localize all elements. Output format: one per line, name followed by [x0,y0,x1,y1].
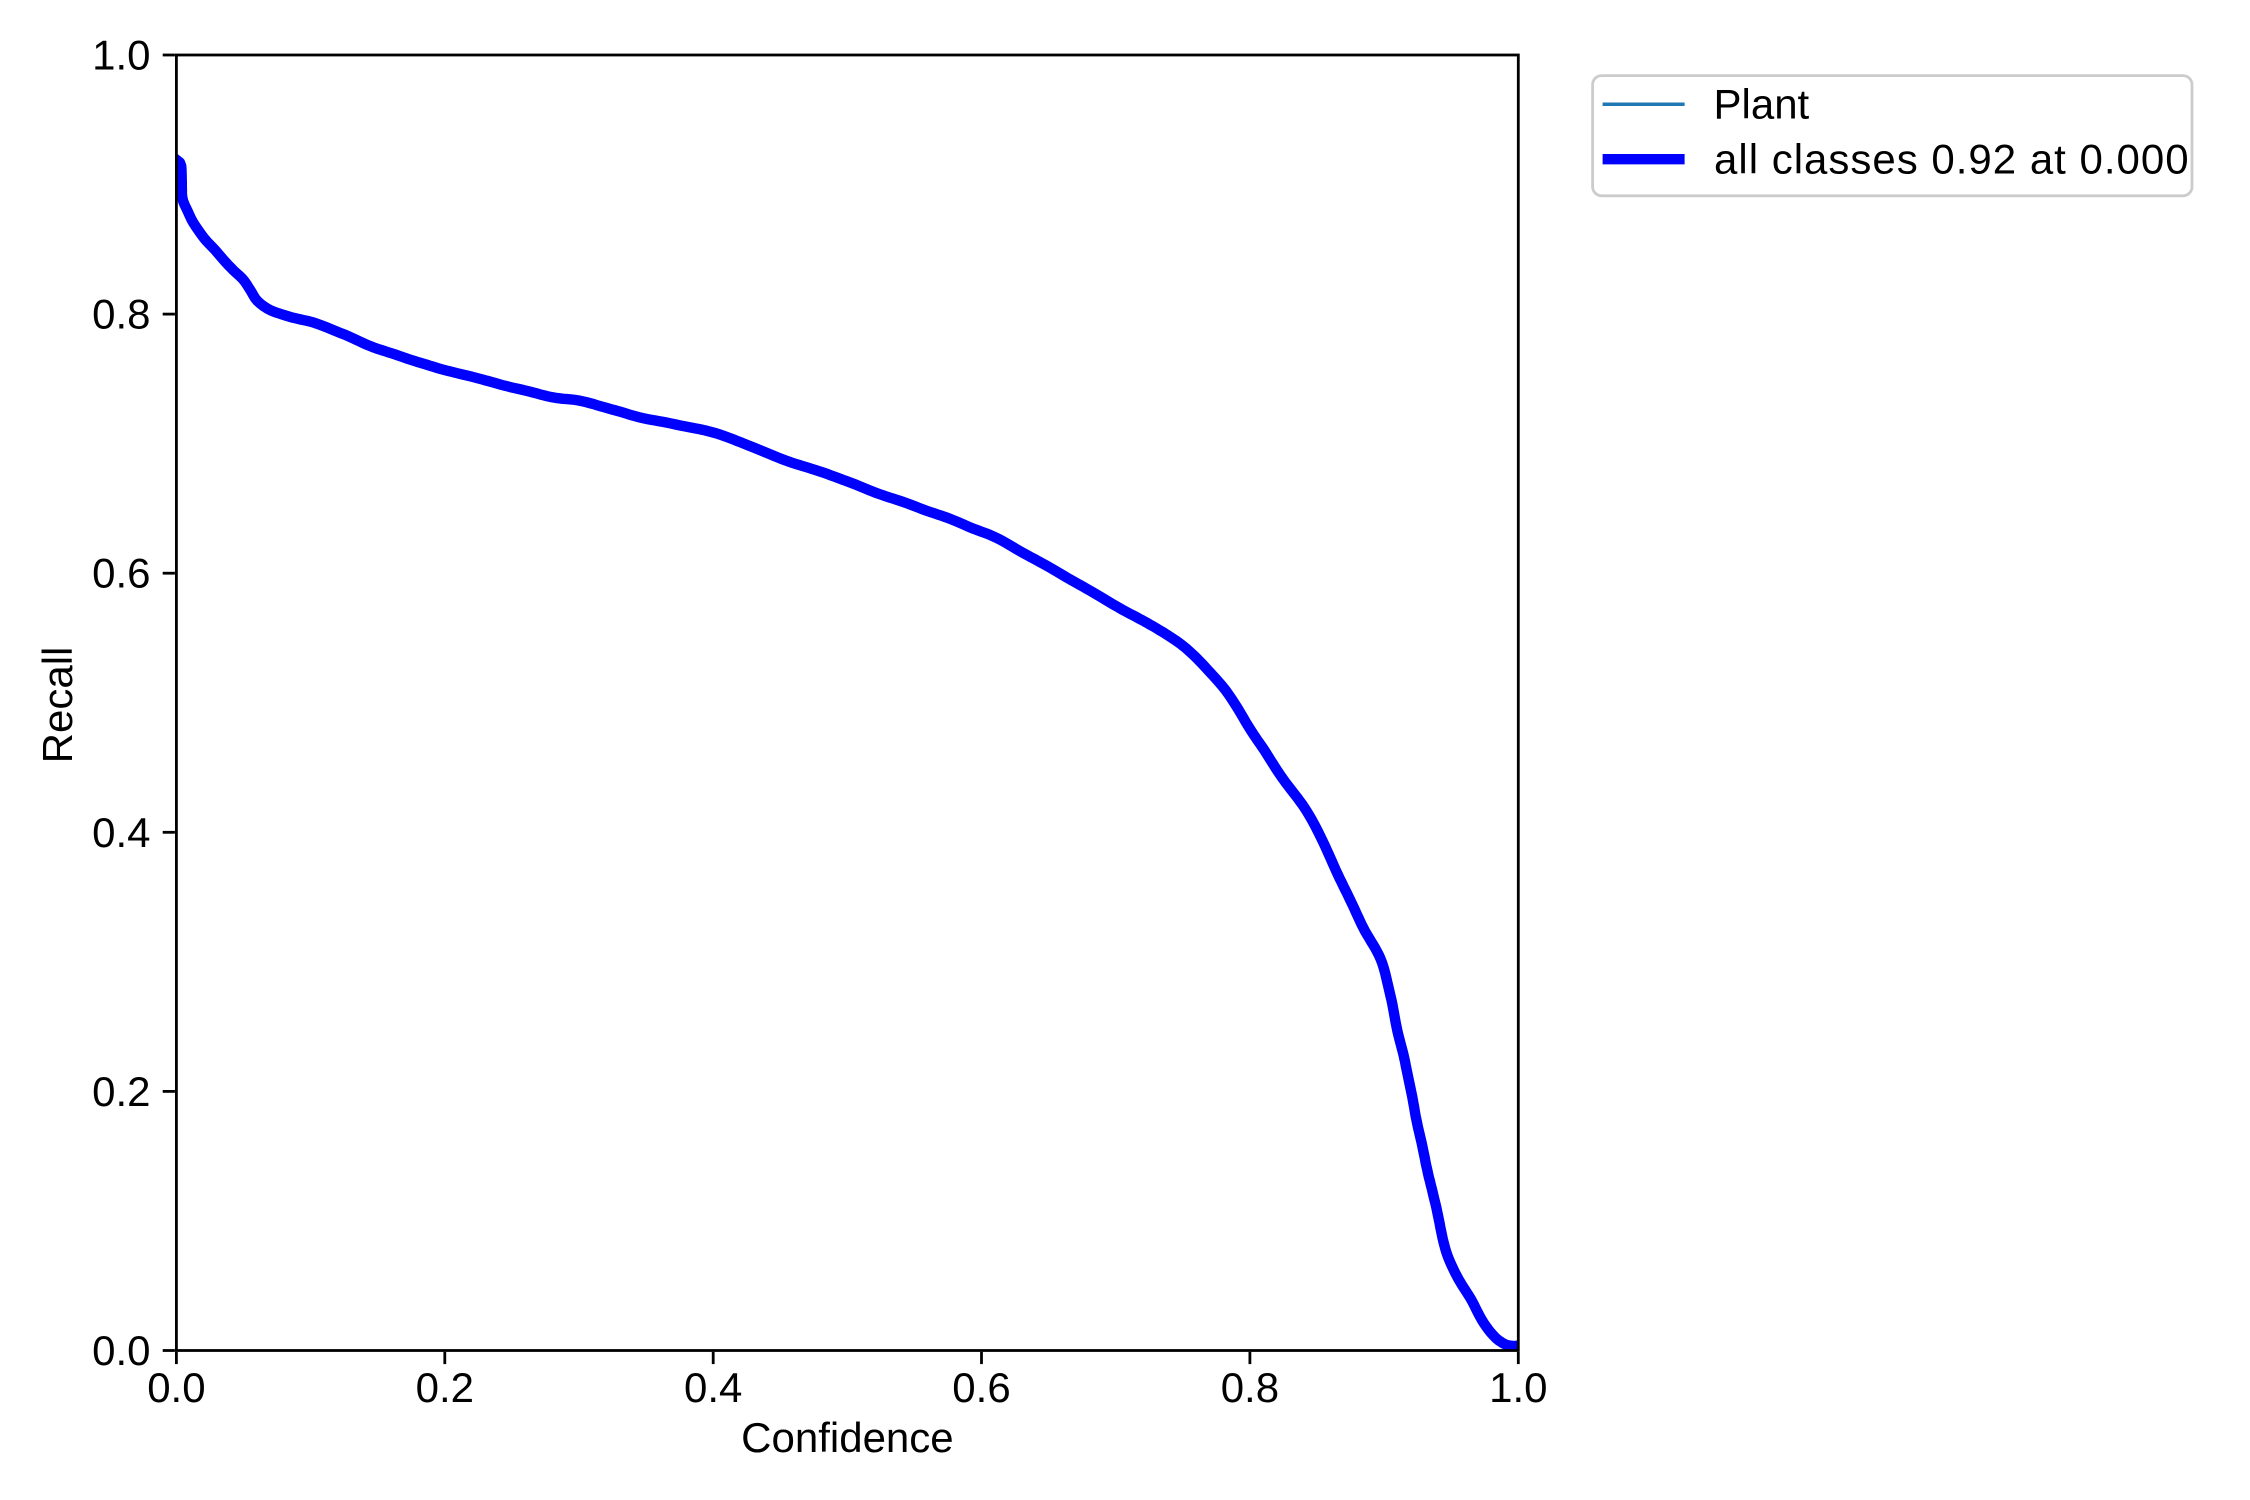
svg-text:0.8: 0.8 [1221,1364,1279,1411]
svg-text:1.0: 1.0 [1489,1364,1547,1411]
svg-text:1.0: 1.0 [92,32,150,79]
svg-text:0.8: 0.8 [92,291,150,338]
svg-text:0.2: 0.2 [416,1364,474,1411]
svg-text:0.0: 0.0 [147,1364,205,1411]
svg-text:0.6: 0.6 [92,550,150,597]
svg-text:all classes 0.92 at 0.000: all classes 0.92 at 0.000 [1714,136,2190,183]
svg-text:Plant: Plant [1714,81,1810,128]
svg-text:0.4: 0.4 [92,809,150,856]
svg-text:Recall: Recall [34,647,81,764]
svg-text:Confidence: Confidence [741,1414,953,1461]
svg-text:0.2: 0.2 [92,1068,150,1115]
svg-text:0.0: 0.0 [92,1327,150,1374]
svg-text:0.4: 0.4 [684,1364,742,1411]
svg-text:0.6: 0.6 [952,1364,1010,1411]
